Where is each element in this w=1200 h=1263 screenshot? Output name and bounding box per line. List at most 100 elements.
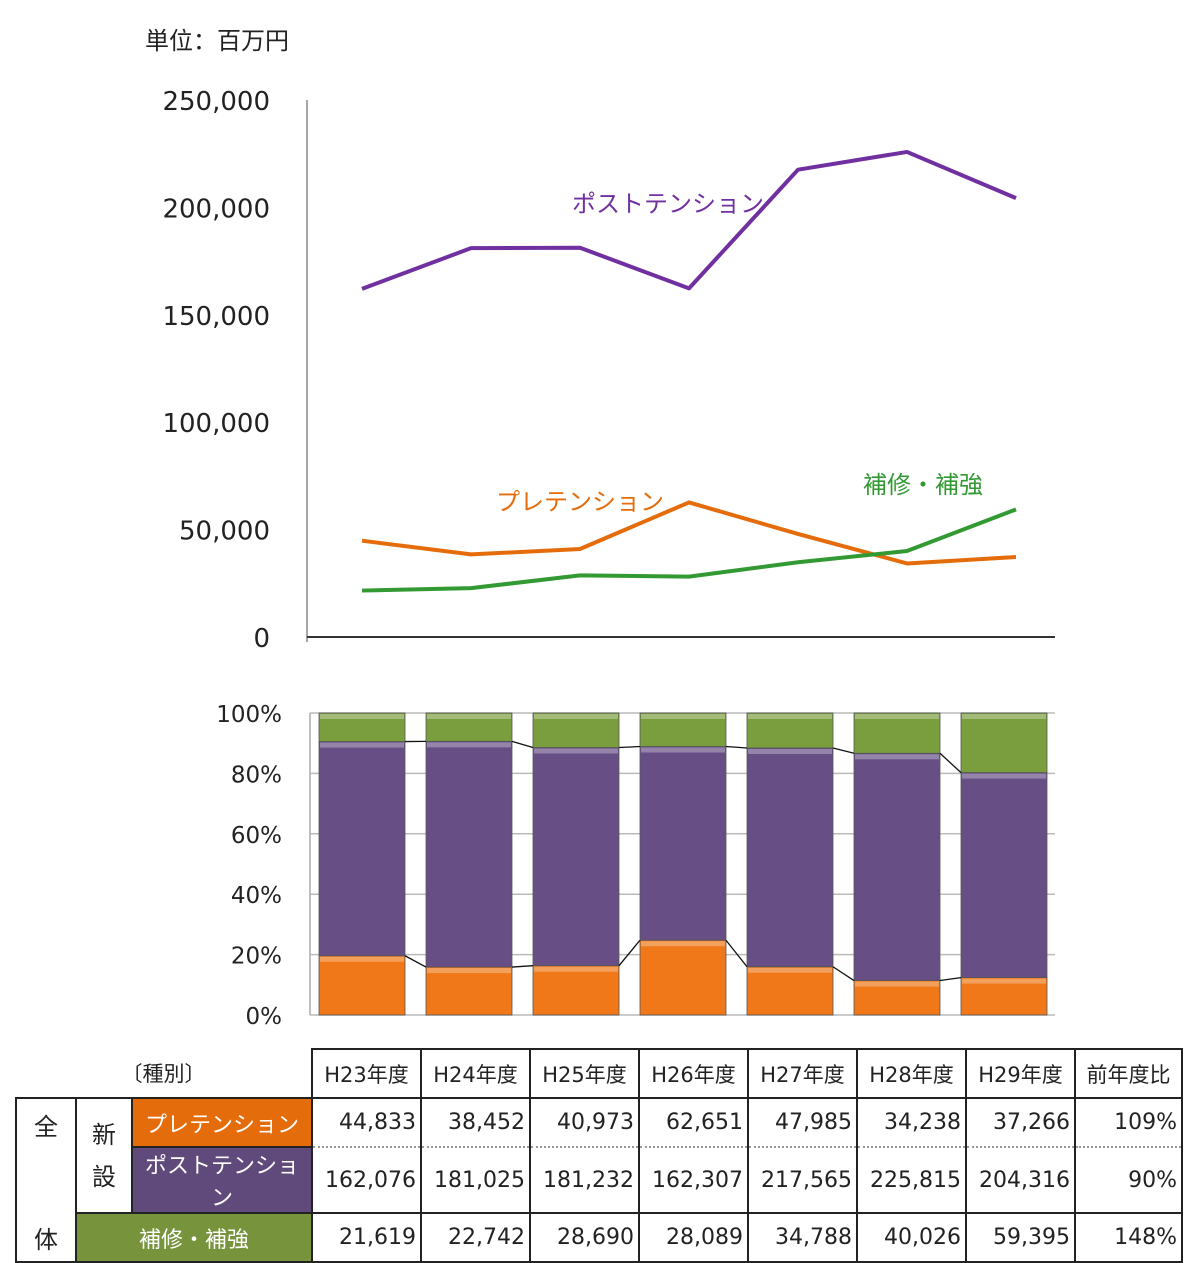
cell: 162,307 bbox=[638, 1147, 749, 1214]
row-label-repair: 補修・補強 bbox=[75, 1212, 313, 1263]
cell: 38,452 bbox=[420, 1097, 531, 1148]
year-header: H27年度 bbox=[747, 1048, 858, 1099]
bar-segment bbox=[532, 712, 620, 748]
bar-segment bbox=[532, 965, 620, 1016]
y-tick-label: 250,000 bbox=[162, 87, 270, 117]
bar-segment bbox=[853, 712, 941, 754]
year-header: H29年度 bbox=[965, 1048, 1076, 1099]
y-tick-label: 150,000 bbox=[162, 302, 270, 332]
bar-bevel bbox=[748, 714, 832, 719]
bar-segment bbox=[853, 752, 941, 981]
cell: 162,076 bbox=[311, 1147, 422, 1214]
bar-segment bbox=[853, 980, 941, 1016]
bar-bevel bbox=[855, 981, 939, 987]
y-tick-label: 0% bbox=[246, 1004, 283, 1030]
series-connector bbox=[939, 976, 962, 982]
row-label-posttension: ポストテンション bbox=[131, 1146, 313, 1214]
bar-segment bbox=[318, 955, 406, 1016]
bar-bevel bbox=[641, 714, 725, 719]
series-connector bbox=[725, 745, 748, 749]
cell: 181,232 bbox=[529, 1147, 640, 1214]
bar-bevel bbox=[962, 773, 1046, 779]
series-connector bbox=[832, 747, 855, 754]
series-label: プレテンション bbox=[496, 488, 664, 516]
bar-bevel bbox=[320, 956, 404, 962]
series-label: ポストテンション bbox=[572, 190, 764, 218]
bar-segment bbox=[746, 966, 834, 1016]
y-tick-label: 200,000 bbox=[162, 194, 270, 224]
series-line-0 bbox=[361, 149, 1017, 291]
ratio-cell: 109% bbox=[1074, 1097, 1183, 1148]
series-label: 補修・補強 bbox=[863, 471, 983, 499]
cell: 62,651 bbox=[638, 1097, 749, 1148]
bar-bevel bbox=[641, 941, 725, 947]
bar-segment bbox=[639, 712, 727, 747]
ratio-header: 前年度比 bbox=[1074, 1048, 1183, 1099]
cell: 28,089 bbox=[638, 1212, 749, 1263]
series-connector bbox=[618, 745, 641, 749]
bar-bevel bbox=[855, 714, 939, 719]
series-connector bbox=[404, 955, 427, 968]
series-connector bbox=[511, 740, 534, 749]
bar-segment bbox=[318, 741, 406, 957]
series-connector bbox=[618, 939, 641, 967]
unit-label: 単位：百万円 bbox=[145, 27, 289, 55]
cell: 59,395 bbox=[965, 1212, 1076, 1263]
bar-bevel bbox=[320, 742, 404, 748]
bar-segment bbox=[746, 712, 834, 749]
bar-bevel bbox=[641, 747, 725, 753]
bar-segment bbox=[960, 772, 1048, 979]
cell: 217,565 bbox=[747, 1147, 858, 1214]
cell: 22,742 bbox=[420, 1212, 531, 1263]
cell: 204,316 bbox=[965, 1147, 1076, 1214]
year-header: H26年度 bbox=[638, 1048, 749, 1099]
charts: 単位：百万円 250,000 200,000 150,000 100,000 50,00… bbox=[145, 27, 1055, 1030]
bar-bevel bbox=[534, 714, 618, 719]
series-connector bbox=[511, 965, 534, 968]
bar-bevel bbox=[534, 748, 618, 754]
cell: 37,266 bbox=[965, 1097, 1076, 1148]
bar-segment bbox=[532, 747, 620, 967]
y-tick-label: 100% bbox=[216, 702, 282, 728]
bar-bevel bbox=[427, 968, 511, 974]
bar-segment bbox=[960, 712, 1048, 773]
cell: 28,690 bbox=[529, 1212, 640, 1263]
bar-segment bbox=[425, 740, 513, 968]
y-tick-label: 0 bbox=[253, 624, 270, 654]
ratio-cell: 148% bbox=[1074, 1212, 1183, 1263]
y-tick-label: 20% bbox=[231, 944, 282, 970]
side-all-top: 全 bbox=[15, 1097, 77, 1213]
year-header: H28年度 bbox=[856, 1048, 967, 1099]
series-connector bbox=[725, 939, 748, 968]
cell: 40,973 bbox=[529, 1097, 640, 1148]
bar-bevel bbox=[427, 714, 511, 719]
series-connector bbox=[939, 752, 962, 774]
y-tick-label: 50,000 bbox=[179, 517, 270, 547]
cell: 225,815 bbox=[856, 1147, 967, 1214]
series-line-1 bbox=[361, 500, 1017, 566]
cell: 181,025 bbox=[420, 1147, 531, 1214]
y-tick-label: 40% bbox=[231, 883, 282, 909]
side-all-bottom: 体 bbox=[15, 1213, 77, 1263]
y-tick-label: 60% bbox=[231, 823, 282, 849]
bar-bevel bbox=[534, 966, 618, 972]
cell: 21,619 bbox=[311, 1212, 422, 1263]
year-header: H23年度 bbox=[311, 1048, 422, 1099]
bar-segment bbox=[746, 747, 834, 968]
bar-bevel bbox=[855, 754, 939, 760]
bar-segment bbox=[639, 939, 727, 1016]
cell: 44,833 bbox=[311, 1097, 422, 1148]
bar-segment bbox=[318, 712, 406, 742]
side-new: 新設 bbox=[75, 1097, 133, 1214]
data-table: 〔種別〕 H23年度 H24年度 H25年度 H26年度 H27年度 H28年度… bbox=[15, 1048, 1183, 1263]
series-line-2 bbox=[361, 507, 1017, 593]
bar-segment bbox=[639, 746, 727, 941]
bar-segment bbox=[425, 712, 513, 742]
cell: 34,788 bbox=[747, 1212, 858, 1263]
bar-bevel bbox=[748, 967, 832, 973]
series-connector bbox=[832, 966, 855, 982]
bar-bevel bbox=[962, 714, 1046, 719]
bar-bevel bbox=[320, 714, 404, 719]
bar-bevel bbox=[748, 748, 832, 754]
